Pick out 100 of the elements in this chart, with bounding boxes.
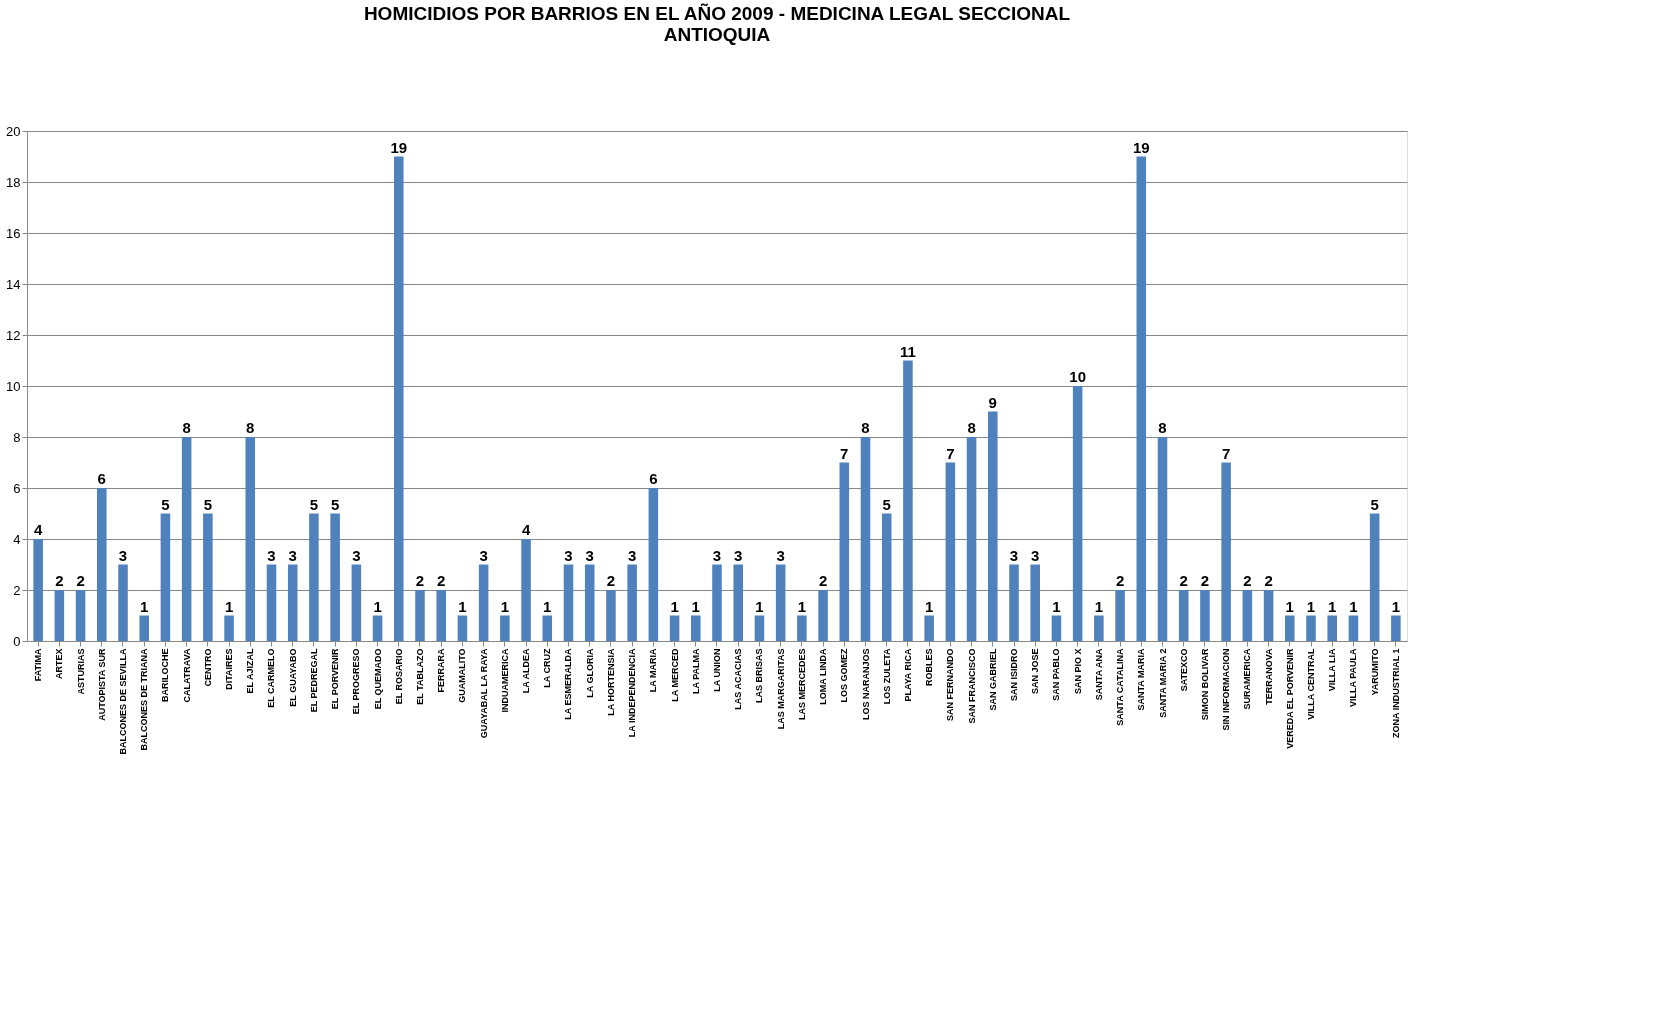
x-tick-label: SANTA MARIA bbox=[1136, 648, 1147, 711]
x-tick-label: SAN PABLO bbox=[1051, 648, 1062, 701]
data-label: 11 bbox=[900, 342, 916, 360]
bar bbox=[627, 564, 637, 641]
x-tick-label: LA CRUZ bbox=[542, 648, 553, 688]
data-label: 2 bbox=[55, 572, 64, 589]
data-label: 2 bbox=[76, 572, 85, 589]
y-tick-label: 14 bbox=[6, 276, 21, 292]
bar bbox=[1094, 615, 1104, 641]
bar bbox=[797, 615, 807, 641]
bar bbox=[478, 564, 489, 641]
x-tick-label: EL PORVENIR bbox=[330, 648, 341, 710]
bar bbox=[33, 539, 43, 641]
x-tick-label: LOS NARANJOS bbox=[860, 648, 871, 721]
x-tick-label: LOS GOMEZ bbox=[839, 648, 850, 703]
data-label: 3 bbox=[734, 546, 743, 564]
x-tick-label: EL ROSARIO bbox=[393, 648, 404, 705]
data-label: 1 bbox=[1328, 597, 1337, 615]
bar bbox=[1200, 590, 1210, 641]
data-label: 1 bbox=[1391, 597, 1401, 615]
y-tick-label: 10 bbox=[6, 378, 21, 394]
bar bbox=[287, 564, 298, 641]
x-tick-label: FERRARA bbox=[436, 648, 447, 693]
data-label: 2 bbox=[818, 572, 828, 589]
bar bbox=[266, 564, 277, 641]
data-label: 1 bbox=[670, 597, 679, 615]
data-label: 8 bbox=[967, 419, 976, 436]
data-label: 3 bbox=[1009, 546, 1019, 564]
x-tick-label: LOS ZULETA bbox=[881, 648, 892, 705]
data-label: 3 bbox=[267, 546, 276, 564]
x-tick-label: LA HORTENSIA bbox=[605, 648, 616, 716]
bar bbox=[160, 513, 171, 641]
y-tick-label: 12 bbox=[6, 327, 21, 343]
bar bbox=[372, 615, 383, 641]
x-tick-label: FATIMA bbox=[33, 648, 44, 682]
x-tick-label: SIN INFORMACION bbox=[1221, 648, 1232, 731]
data-label: 1 bbox=[224, 597, 234, 615]
x-tick-label: VILLA LIA bbox=[1327, 648, 1338, 692]
x-tick-label: SAN ISIDRO bbox=[1009, 648, 1019, 702]
bar bbox=[1030, 564, 1040, 641]
data-label: 1 bbox=[1349, 597, 1358, 615]
data-label: 8 bbox=[182, 419, 191, 436]
data-label: 3 bbox=[627, 546, 637, 564]
bar bbox=[181, 437, 192, 641]
bar bbox=[1285, 615, 1295, 641]
x-tick-label: LA ALDEA bbox=[521, 648, 532, 694]
bar bbox=[542, 615, 553, 641]
bar bbox=[1369, 513, 1380, 641]
bar bbox=[245, 437, 256, 641]
data-label: 7 bbox=[840, 444, 849, 462]
text: ANTIOQUIA bbox=[663, 24, 771, 45]
data-label: 7 bbox=[946, 444, 955, 462]
bar bbox=[97, 488, 107, 641]
x-tick-label: LA PALMA bbox=[690, 648, 701, 694]
data-label: 1 bbox=[1094, 597, 1104, 615]
data-label: 2 bbox=[437, 572, 446, 589]
y-tick-label: 20 bbox=[6, 123, 21, 139]
bar bbox=[988, 411, 998, 641]
data-label: 3 bbox=[585, 546, 594, 564]
data-label: 3 bbox=[118, 546, 128, 564]
bar bbox=[1242, 590, 1253, 641]
bar bbox=[330, 513, 340, 641]
bar bbox=[563, 564, 574, 641]
bar bbox=[1136, 156, 1147, 641]
data-label: 2 bbox=[1243, 572, 1252, 589]
bar bbox=[669, 615, 680, 641]
x-tick-label: SAN PIO X bbox=[1072, 648, 1083, 695]
bar bbox=[945, 462, 956, 641]
bar bbox=[691, 615, 701, 641]
data-label: 19 bbox=[1132, 138, 1150, 156]
bar bbox=[1263, 590, 1274, 641]
data-label: 2 bbox=[1200, 572, 1210, 589]
data-label: 6 bbox=[649, 470, 658, 487]
data-label: 2 bbox=[1115, 572, 1125, 589]
x-tick-label: EL CARMELO bbox=[266, 648, 277, 708]
bar bbox=[860, 437, 871, 641]
data-label: 3 bbox=[564, 546, 573, 564]
data-label: 3 bbox=[288, 546, 297, 564]
x-tick-label: ZONA INDUSTRIAL 1 bbox=[1390, 648, 1401, 739]
x-tick-label: EL PROGRESO bbox=[351, 648, 362, 715]
y-tick-label: 4 bbox=[13, 531, 21, 547]
y-tick-label: 6 bbox=[13, 480, 21, 496]
x-tick-label: ROBLES bbox=[924, 648, 935, 687]
x-tick-label: CALATRAVA bbox=[181, 648, 192, 703]
data-label: 1 bbox=[373, 597, 382, 615]
bar bbox=[1391, 615, 1401, 641]
x-tick-label: BALCONES DE TRIANA bbox=[139, 648, 150, 751]
data-label: 1 bbox=[140, 597, 149, 615]
text: HOMICIDIOS POR BARRIOS EN EL AÑO 2009 - MEDICINA LEGAL SECCIONAL bbox=[363, 3, 1071, 24]
x-tick-label: INDUAMERICA bbox=[499, 648, 510, 713]
bar bbox=[1221, 462, 1231, 641]
x-tick-label: YARUMITO bbox=[1369, 648, 1380, 696]
x-tick-label: SURAMERICA bbox=[1242, 648, 1253, 710]
data-label: 5 bbox=[330, 495, 340, 513]
bar bbox=[1178, 590, 1189, 641]
x-tick-label: LA MERCED bbox=[669, 648, 680, 702]
y-tick-label: 18 bbox=[6, 174, 21, 190]
x-tick-label: GUAMALITO bbox=[457, 648, 468, 703]
x-tick-label: VILLA PAULA bbox=[1348, 648, 1359, 707]
x-tick-label: EL AJIZAL bbox=[245, 648, 256, 694]
